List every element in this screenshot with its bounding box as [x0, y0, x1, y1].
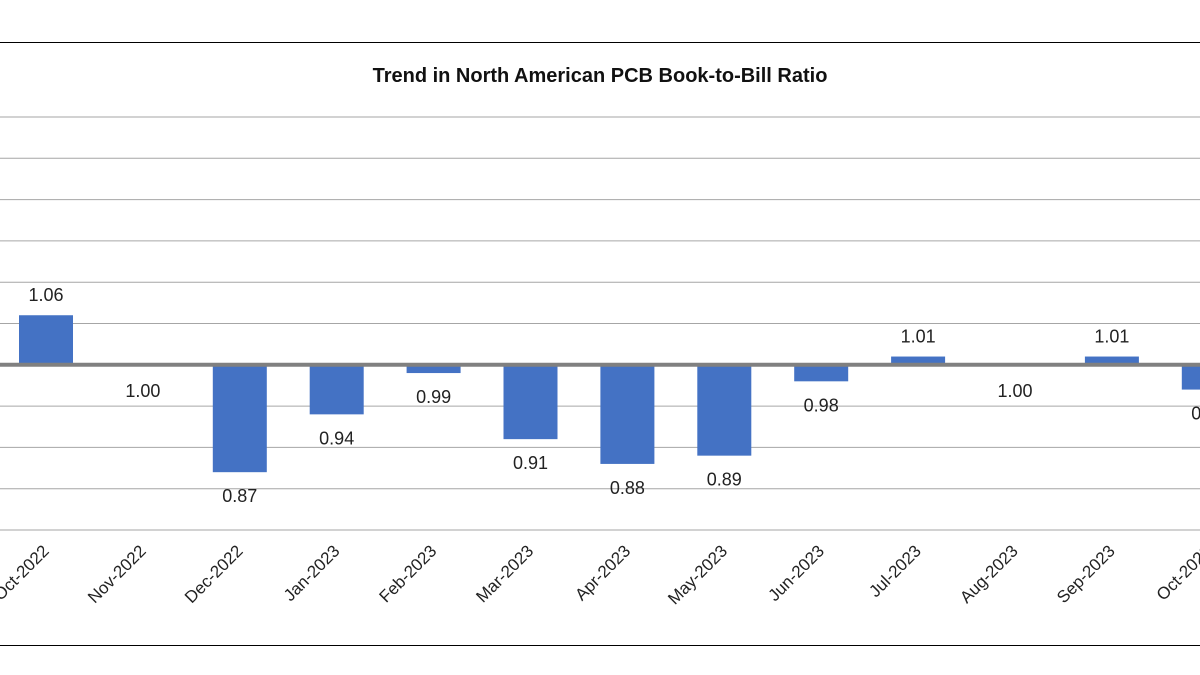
- x-tick-label: Oct-2022: [0, 541, 53, 604]
- value-label: 0.91: [513, 453, 548, 473]
- bar: [1084, 356, 1139, 365]
- value-label: 1.00: [125, 381, 160, 401]
- value-label: 1.01: [901, 327, 936, 347]
- value-label: 1.01: [1094, 327, 1129, 347]
- value-label: 0.94: [319, 428, 354, 448]
- chart-frame: [0, 42, 1200, 646]
- bar: [891, 356, 946, 365]
- x-tick-label: Jul-2023: [865, 541, 925, 601]
- x-tick-label: Dec-2022: [181, 541, 247, 607]
- x-tick-label: Feb-2023: [376, 541, 441, 606]
- x-tick-label: Jan-2023: [280, 541, 344, 605]
- x-tick-label: Apr-2023: [571, 541, 634, 604]
- x-tick-label: May-2023: [664, 541, 731, 608]
- bar: [600, 364, 655, 464]
- value-label: 0.98: [804, 395, 839, 415]
- x-tick-label: Sep-2023: [1053, 541, 1119, 607]
- value-label: 0.99: [416, 387, 451, 407]
- bar: [794, 364, 849, 382]
- bar: [503, 364, 558, 440]
- bar: [1181, 364, 1200, 390]
- x-tick-label: Jun-2023: [764, 541, 828, 605]
- chart-title: Trend in North American PCB Book-to-Bill…: [373, 65, 828, 87]
- bars: [19, 315, 1200, 473]
- value-label: 0.88: [610, 478, 645, 498]
- bar: [309, 364, 364, 415]
- bar: [19, 315, 73, 365]
- x-tick-label: Nov-2022: [84, 541, 150, 607]
- value-label: 0.87: [222, 486, 257, 506]
- bar: [697, 364, 752, 456]
- value-label: 1.00: [997, 381, 1032, 401]
- value-labels: 1.06 1.00 0.87 0.94 0.99 0.91 0.88 0.89 0.98 1.01…: [28, 285, 1200, 506]
- x-axis-tick-labels: Oct-2022 Nov-2022 Dec-2022 Jan-2023 Feb-2023…: [0, 541, 1200, 608]
- bar: [212, 364, 267, 473]
- value-label: 0.89: [707, 470, 742, 490]
- x-tick-label: Aug-2023: [956, 541, 1022, 607]
- bar: [406, 364, 461, 374]
- value-label: 1.06: [28, 285, 63, 305]
- x-tick-label: Oct-2023: [1153, 541, 1200, 604]
- value-label: 0.97: [1191, 404, 1200, 424]
- x-tick-label: Mar-2023: [472, 541, 537, 606]
- gridlines: [0, 116, 1200, 531]
